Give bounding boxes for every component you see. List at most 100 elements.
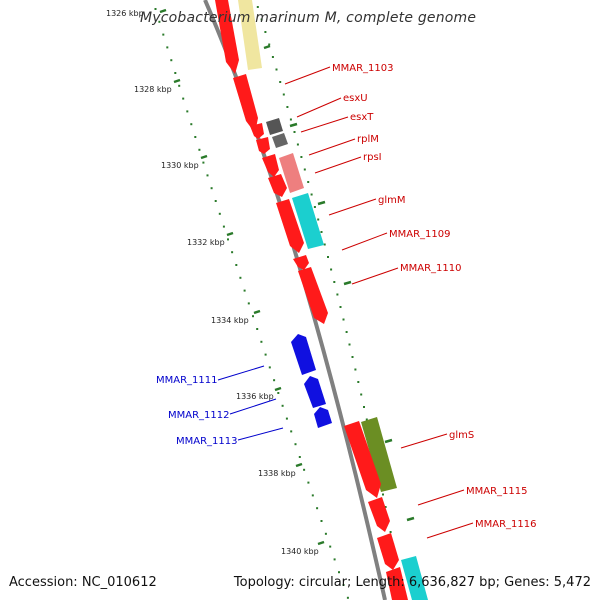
gene-label-mmar-1110[interactable]: MMAR_1110	[400, 263, 462, 274]
ruler-dot	[285, 417, 288, 420]
tick-mark	[159, 8, 167, 14]
cds-arrow	[344, 421, 381, 498]
ruler-dot	[342, 584, 345, 586]
ruler-dot	[320, 520, 323, 522]
gene-labels: MMAR_1103 esxU esxT rplM rpsI glmM MMAR_1109 MM…	[156, 63, 537, 530]
cds-arrow	[250, 123, 264, 139]
cds-arrow	[386, 567, 408, 600]
gene-label-rplm[interactable]: rplM	[357, 134, 379, 145]
cds-arrow	[304, 376, 326, 408]
gene-label-esxt[interactable]: esxT	[350, 112, 374, 123]
ruler-dot	[339, 306, 342, 308]
tick-mark	[226, 231, 234, 237]
ruler-dot	[256, 328, 259, 330]
ruler-dot	[296, 143, 299, 146]
ruler-dot	[198, 148, 201, 151]
ruler-dot	[247, 302, 250, 305]
tick-label: 1334 kbp	[211, 316, 249, 325]
cds-arrow	[262, 154, 279, 177]
leader-line	[351, 267, 399, 285]
forward-cds-track	[215, 0, 408, 600]
ruler-dot	[158, 20, 161, 23]
ruler-dot	[271, 56, 274, 58]
ruler-dot	[311, 494, 314, 497]
tick-mark	[289, 122, 298, 128]
ruler-dot	[154, 8, 157, 10]
ruler-dot	[348, 343, 351, 346]
ruler-dot	[363, 406, 365, 408]
feature-box-dark-gray	[272, 133, 288, 148]
ruler-dot	[260, 18, 263, 21]
ruler-dot	[170, 59, 173, 62]
gene-label-mmar-1116[interactable]: MMAR_1116	[475, 519, 537, 530]
ruler-dot	[323, 243, 326, 246]
ruler-dot	[174, 72, 177, 74]
tick-label: 1340 kbp	[281, 547, 319, 556]
ruler-dot	[354, 368, 357, 371]
ruler-dot	[190, 123, 193, 126]
gene-label-mmar-1113[interactable]: MMAR_1113	[176, 436, 238, 447]
ruler-dot	[384, 506, 387, 508]
cds-arrow	[314, 407, 332, 428]
tick-mark	[317, 540, 325, 546]
tick-label: 1332 kbp	[187, 238, 225, 247]
feature-box-olive	[361, 417, 397, 492]
gene-label-glms[interactable]: glmS	[449, 430, 474, 441]
cds-arrow	[368, 497, 390, 532]
map-title: Mycobacterium marinum M, complete genome	[140, 10, 477, 26]
leader-line	[296, 97, 342, 118]
gene-label-mmar-1109[interactable]: MMAR_1109	[389, 229, 451, 240]
ruler-dot	[279, 81, 282, 83]
gene-label-mmar-1111[interactable]: MMAR_1111	[156, 375, 218, 386]
ruler-dot	[382, 493, 384, 496]
ruler-dot	[327, 256, 329, 258]
leader-line	[300, 116, 349, 133]
leader-line	[229, 398, 277, 415]
ruler-dot	[346, 596, 349, 599]
gene-label-esxu[interactable]: esxU	[343, 93, 368, 104]
ruler-dot	[310, 193, 313, 196]
gene-label-mmar-1115[interactable]: MMAR_1115	[466, 486, 528, 497]
leader-line	[237, 427, 284, 441]
ruler-dot	[256, 6, 259, 8]
tick-mark	[295, 462, 303, 468]
gene-label-mmar-1112[interactable]: MMAR_1112	[168, 410, 230, 421]
ruler-dot	[166, 46, 169, 49]
tick-mark	[317, 200, 326, 206]
leader-line	[400, 433, 448, 449]
ruler-dot	[365, 418, 368, 421]
cds-arrow	[256, 137, 270, 154]
feature-box-cyan	[401, 556, 428, 600]
ruler-dot	[313, 206, 316, 208]
ruler-dot	[300, 156, 303, 158]
tick-marks: 1326 kbp 1328 kbp 1330 kbp 1332 kbp 1334 kbp…	[106, 8, 415, 556]
cds-arrow	[268, 174, 287, 197]
gene-label-rpsi[interactable]: rpsI	[363, 152, 382, 163]
ruler-dot	[290, 430, 293, 433]
ruler-dot	[260, 340, 263, 343]
feature-boxes	[238, 0, 428, 600]
tick-label: 1338 kbp	[258, 469, 296, 478]
ruler-dot	[182, 97, 185, 100]
feature-box-dark-gray	[266, 118, 283, 135]
tick-mark	[263, 44, 271, 50]
tick-label: 1326 kbp	[106, 9, 144, 18]
cds-arrow	[293, 255, 309, 270]
ruler-dot	[178, 84, 181, 87]
ruler-dot	[289, 118, 292, 121]
leader-line	[426, 522, 474, 539]
ruler-dot	[239, 276, 242, 279]
cds-arrow	[298, 267, 328, 324]
ruler-dot	[268, 43, 271, 46]
ruler-dot	[235, 264, 238, 266]
tick-mark	[384, 438, 393, 444]
gene-label-mmar-1103[interactable]: MMAR_1103	[332, 63, 394, 74]
ruler-dot	[330, 268, 333, 271]
tick-label: 1330 kbp	[161, 161, 199, 170]
ruler-dot	[389, 531, 392, 533]
gene-label-glmm[interactable]: glmM	[378, 195, 406, 206]
cds-arrow	[377, 533, 399, 570]
ruler-dot	[303, 168, 306, 171]
ruler-dot	[186, 110, 189, 113]
